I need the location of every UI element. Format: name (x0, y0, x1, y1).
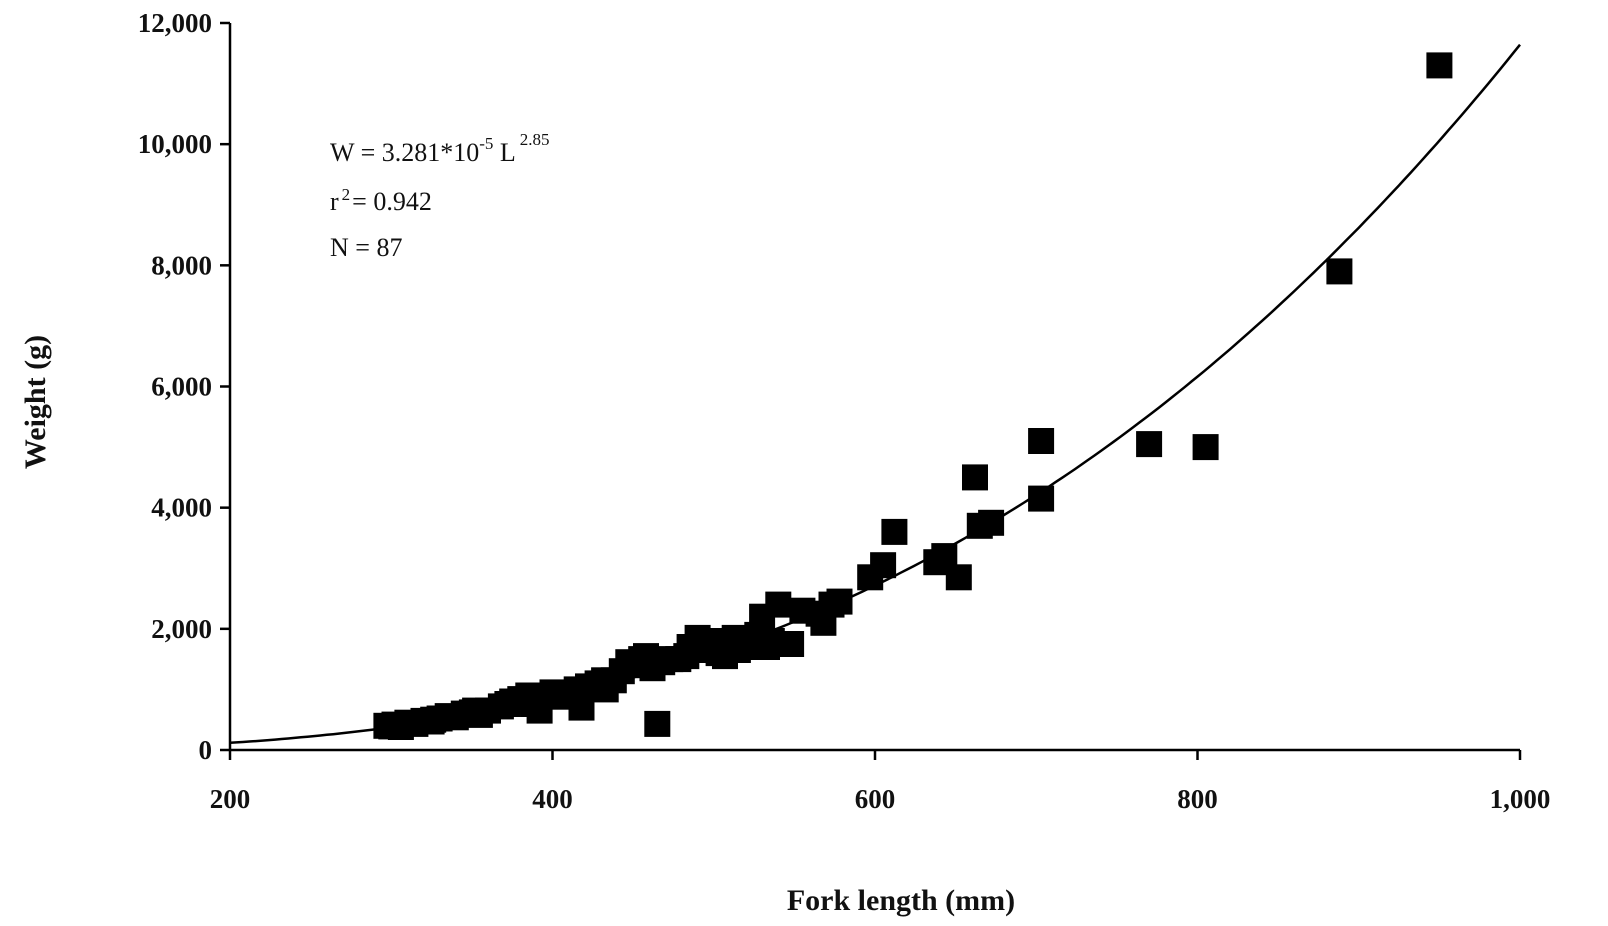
data-point (676, 634, 703, 660)
data-point (945, 564, 972, 591)
y-tick-label: 2,000 (151, 614, 212, 644)
y-tick-label: 0 (199, 735, 213, 765)
equation-annotation: W = 3.281*10-5 L 2.85 r 2= 0.942 N = 87 (330, 130, 550, 262)
y-tick-label: 6,000 (151, 372, 212, 402)
x-tick-label: 200 (210, 784, 251, 814)
x-tick-label: 600 (855, 784, 896, 814)
x-axis-title: Fork length (mm) (787, 884, 1015, 917)
data-point (644, 710, 671, 737)
r-squared-text: r 2= 0.942 (330, 185, 432, 216)
data-point (778, 631, 805, 657)
x-tick-label: 1,000 (1490, 784, 1551, 814)
y-tick-label: 8,000 (151, 250, 212, 280)
data-point (1426, 52, 1453, 79)
data-points (373, 52, 1453, 740)
y-ticks: 0 2,000 4,000 6,000 8,000 10,000 12,000 (138, 8, 230, 765)
equation-text: W = 3.281*10-5 L 2.85 (330, 130, 550, 167)
data-point (1326, 258, 1353, 285)
y-tick-label: 4,000 (151, 493, 212, 523)
data-point (462, 697, 489, 724)
data-point (870, 552, 897, 579)
y-axis-title: Weight (g) (19, 335, 52, 469)
data-point (962, 464, 988, 491)
y-tick-label: 10,000 (138, 129, 212, 159)
data-point (1028, 428, 1055, 454)
data-point (765, 591, 792, 618)
data-point (591, 667, 618, 694)
n-text: N = 87 (330, 233, 402, 262)
data-point (1192, 434, 1219, 461)
y-tick-label: 12,000 (138, 8, 212, 38)
data-point (494, 691, 521, 717)
x-ticks: 200 400 600 800 1,000 (210, 750, 1551, 814)
data-point (1136, 431, 1163, 458)
data-point (881, 518, 908, 545)
fit-curve (229, 43, 1521, 745)
x-tick-label: 400 (532, 784, 573, 814)
x-tick-label: 800 (1177, 784, 1218, 814)
